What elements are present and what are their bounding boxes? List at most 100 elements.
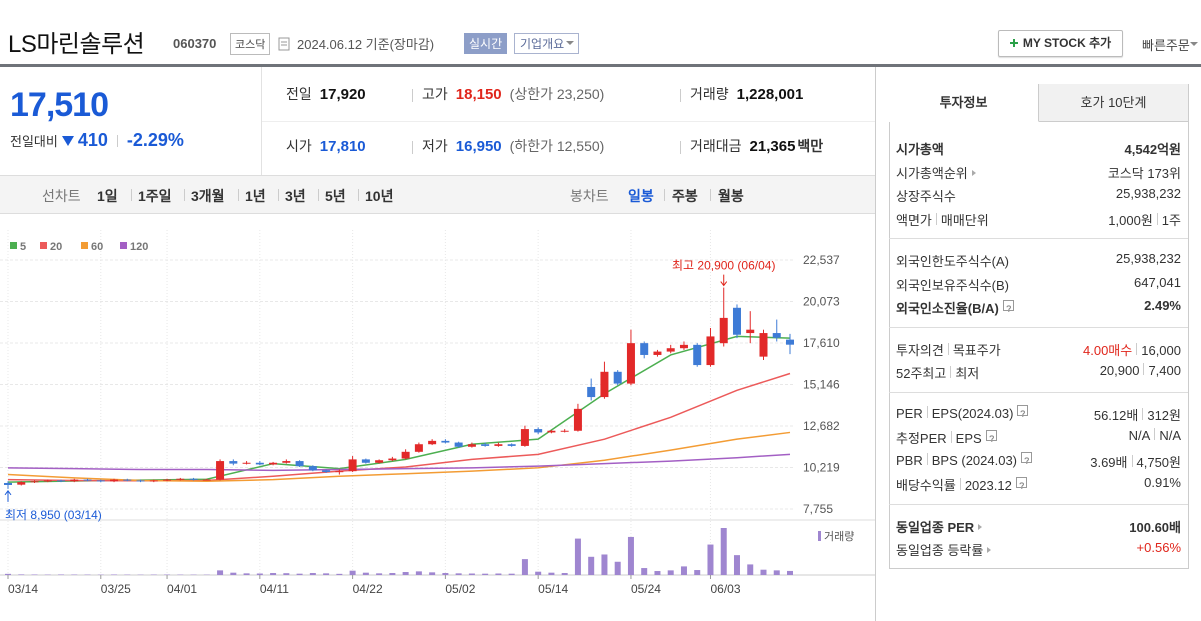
info-value: 0.91%	[1144, 475, 1181, 494]
candle-period-option[interactable]: 주봉	[672, 188, 698, 204]
separator	[1142, 407, 1144, 420]
info-value-part: 4.00매수	[1083, 342, 1133, 358]
volume-bar	[733, 555, 740, 575]
quick-order-label: 빠른주문	[1142, 38, 1190, 53]
quote-value: 17,810	[319, 138, 366, 155]
volume-bar	[561, 573, 568, 575]
info-value: 25,938,232	[1116, 251, 1181, 270]
candle-body	[679, 344, 688, 349]
candle-body	[573, 408, 582, 431]
stock-code: 060370	[173, 36, 217, 51]
help-icon[interactable]	[1021, 451, 1033, 464]
volume-bar	[773, 570, 780, 575]
candle-body	[83, 479, 92, 481]
period-option[interactable]: 1년	[245, 188, 266, 204]
help-glyph	[1006, 305, 1011, 312]
my-stock-button[interactable]: MY STOCK 추가	[998, 30, 1123, 57]
info-label: PER EPS(2024.03)	[896, 404, 1029, 424]
volume-bar	[336, 573, 343, 575]
volume-bar	[521, 559, 528, 575]
period-option[interactable]: 1일	[97, 188, 118, 204]
candle-body	[229, 461, 238, 464]
volume-bar	[18, 574, 25, 575]
x-tick-label: 06/03	[710, 582, 740, 596]
quote-value: 1,228,001	[736, 86, 804, 103]
info-row: 액면가 매매단위 1,000원 1주	[896, 210, 1181, 229]
volume-bar	[574, 538, 581, 575]
period-separator	[184, 189, 185, 201]
plus-icon	[1009, 39, 1018, 47]
info-value-part: 56.12배	[1093, 407, 1139, 423]
overview-dropdown[interactable]: 기업개요	[514, 33, 580, 54]
volume-bar	[601, 554, 608, 575]
separator	[1156, 212, 1158, 225]
help-icon[interactable]	[985, 430, 997, 442]
volume-bar	[455, 573, 462, 575]
quick-order[interactable]: 빠른주문	[1142, 35, 1201, 54]
volume-bar	[694, 570, 701, 575]
period-separator	[278, 189, 279, 201]
volume-bar	[442, 573, 449, 575]
volume-bar	[508, 573, 515, 575]
info-row: 시가총액순위 코스닥 173위	[896, 163, 1181, 182]
info-tab[interactable]: 투자정보	[889, 84, 1039, 122]
candle-period-option[interactable]: 월봉	[718, 188, 744, 204]
info-label: 액면가 매매단위	[896, 210, 989, 229]
volume-bar	[323, 573, 330, 575]
period-option[interactable]: 3년	[285, 188, 306, 204]
x-tick-label: 03/25	[101, 582, 131, 596]
period-option[interactable]: 10년	[365, 188, 394, 204]
period-option[interactable]: 1주일	[138, 188, 172, 204]
candle-body	[706, 336, 715, 366]
candle-body	[534, 429, 543, 433]
candle-body	[375, 460, 384, 463]
y-tick-label: 17,610	[803, 336, 840, 350]
legend-swatch	[120, 242, 127, 249]
help-icon[interactable]	[1002, 300, 1014, 312]
help-glyph	[1024, 456, 1030, 464]
quote-value: 21,365	[749, 138, 796, 155]
volume-bar	[217, 570, 224, 575]
info-tab[interactable]: 호가 10단계	[1039, 84, 1188, 122]
separator	[1154, 428, 1156, 440]
header-band	[0, 64, 1201, 67]
candle-body	[693, 344, 702, 366]
volume-bar	[415, 571, 422, 575]
info-label-part: 배당수익률	[896, 478, 956, 493]
info-label-part: 외국인소진율(B/A)	[896, 301, 999, 316]
period-separator	[664, 189, 665, 201]
period-option[interactable]: 3개월	[191, 188, 225, 204]
info-label: 투자의견 목표주가	[896, 340, 1001, 359]
legend-swatch	[40, 242, 47, 249]
candle-body	[454, 442, 463, 447]
candle-body	[441, 440, 450, 443]
info-label-part: 52주최고	[896, 366, 947, 381]
separator	[1136, 342, 1138, 355]
down-triangle	[61, 135, 74, 146]
volume-bar	[654, 571, 661, 575]
info-value: 25,938,232	[1116, 186, 1181, 205]
help-icon[interactable]	[1015, 477, 1027, 489]
quote-note: (하한가 12,550)	[509, 138, 605, 154]
candle-period-option[interactable]: 일봉	[628, 188, 654, 204]
candle-body	[666, 348, 675, 352]
x-tick-label: 04/01	[167, 582, 197, 596]
info-value-part: 100.60배	[1129, 519, 1181, 535]
quote-cell: 시가 17,810	[286, 136, 366, 156]
candle-body	[282, 461, 291, 463]
info-row: 투자의견 목표주가 4.00매수 16,000	[896, 340, 1181, 359]
info-label-part: 최저	[955, 366, 980, 381]
candle-body	[600, 371, 609, 398]
quote-value: 18,150	[455, 86, 502, 103]
period-option[interactable]: 5년	[325, 188, 346, 204]
arrow-icon	[971, 169, 976, 176]
volume-bar	[720, 528, 727, 575]
help-icon[interactable]	[1017, 404, 1029, 417]
realtime-button[interactable]: 실시간	[464, 33, 508, 54]
volume-bar	[760, 569, 767, 575]
info-value-part: 20,900	[1099, 363, 1140, 378]
moving-average-line	[7, 453, 791, 472]
info-value-part: 4,542억원	[1124, 142, 1181, 157]
info-value: 4.00매수 16,000	[1083, 340, 1181, 359]
info-value-part: 312원	[1147, 407, 1181, 423]
